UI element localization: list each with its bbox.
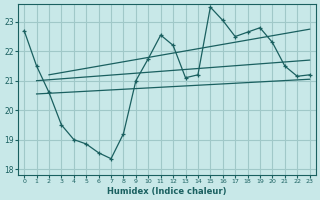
- X-axis label: Humidex (Indice chaleur): Humidex (Indice chaleur): [107, 187, 227, 196]
